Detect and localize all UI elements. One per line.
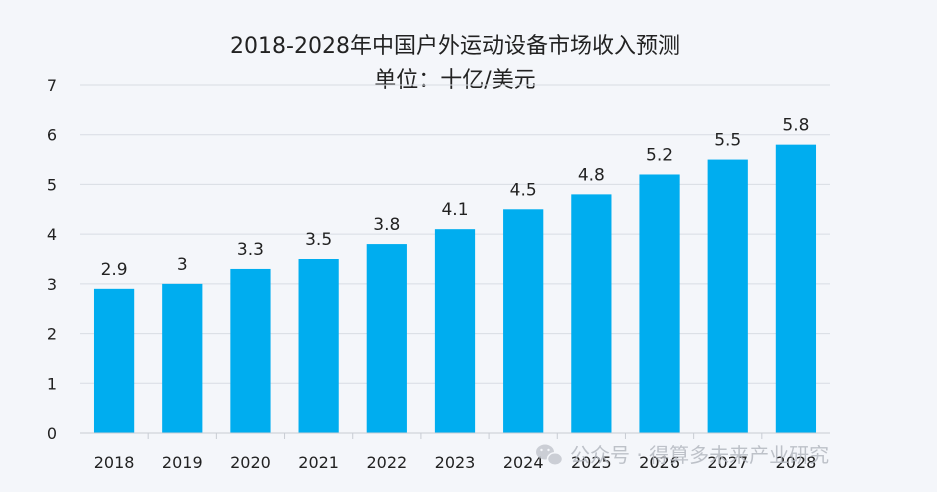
x-tick-label: 2021 xyxy=(298,453,339,472)
bar xyxy=(571,194,612,433)
watermark: 公众号 · 得算多未来产业研究 xyxy=(536,443,829,467)
x-tick-label: 2023 xyxy=(435,453,476,472)
bar xyxy=(503,209,544,433)
bar xyxy=(366,244,407,433)
value-labels: 2.9 3 3.3 3.5 3.8 4.1 4.5 4.8 5.2 5.5 5.8 xyxy=(101,116,810,280)
bar xyxy=(639,174,680,433)
data-label: 3.5 xyxy=(305,230,332,250)
data-label: 5.8 xyxy=(782,116,809,136)
x-tick-label: 2020 xyxy=(230,453,271,472)
data-label: 4.5 xyxy=(510,180,537,200)
bar xyxy=(230,268,271,433)
bar xyxy=(93,288,135,433)
x-tick-label: 2027 xyxy=(707,453,748,472)
watermark-text: 公众号 · 得算多未来产业研究 xyxy=(570,443,829,467)
y-tick-label: 7 xyxy=(47,76,57,95)
x-tick-label: 2022 xyxy=(366,453,407,472)
data-label: 2.9 xyxy=(101,260,128,280)
x-tick-label: 2025 xyxy=(571,453,612,472)
chart-title: 2018-2028年中国户外运动设备市场收入预测 xyxy=(230,34,680,59)
data-label: 3.8 xyxy=(373,215,400,235)
y-tick-label: 4 xyxy=(47,225,57,244)
bar xyxy=(707,159,748,434)
x-tick-label: 2019 xyxy=(162,453,203,472)
y-tick-label: 3 xyxy=(47,275,57,294)
y-tick-label: 2 xyxy=(47,325,57,344)
bar xyxy=(298,259,339,433)
bar xyxy=(775,144,817,433)
y-tick-label: 1 xyxy=(47,374,57,393)
data-label: 5.2 xyxy=(646,145,673,165)
y-axis-ticks: 0 1 2 3 4 5 6 7 xyxy=(47,76,57,443)
x-tick-label: 2024 xyxy=(503,453,544,472)
y-tick-label: 5 xyxy=(47,175,57,194)
data-label: 4.8 xyxy=(578,165,605,185)
x-axis-ticks: 2018 2019 2020 2021 2022 2023 2024 2025 2026 2027… xyxy=(94,433,817,472)
y-tick-label: 6 xyxy=(47,126,57,145)
data-label: 3.3 xyxy=(237,240,264,260)
x-tick-label: 2026 xyxy=(639,453,680,472)
bar xyxy=(434,229,476,433)
y-tick-label: 0 xyxy=(47,424,57,443)
data-label: 4.1 xyxy=(441,200,468,220)
bar xyxy=(162,283,203,433)
chart-subtitle: 单位：十亿/美元 xyxy=(374,68,535,93)
wechat-icon xyxy=(536,444,564,466)
data-label: 3 xyxy=(177,255,188,275)
bars xyxy=(93,144,817,434)
data-label: 5.5 xyxy=(714,131,741,151)
x-tick-label: 2018 xyxy=(94,453,135,472)
x-tick-label: 2028 xyxy=(776,453,817,472)
